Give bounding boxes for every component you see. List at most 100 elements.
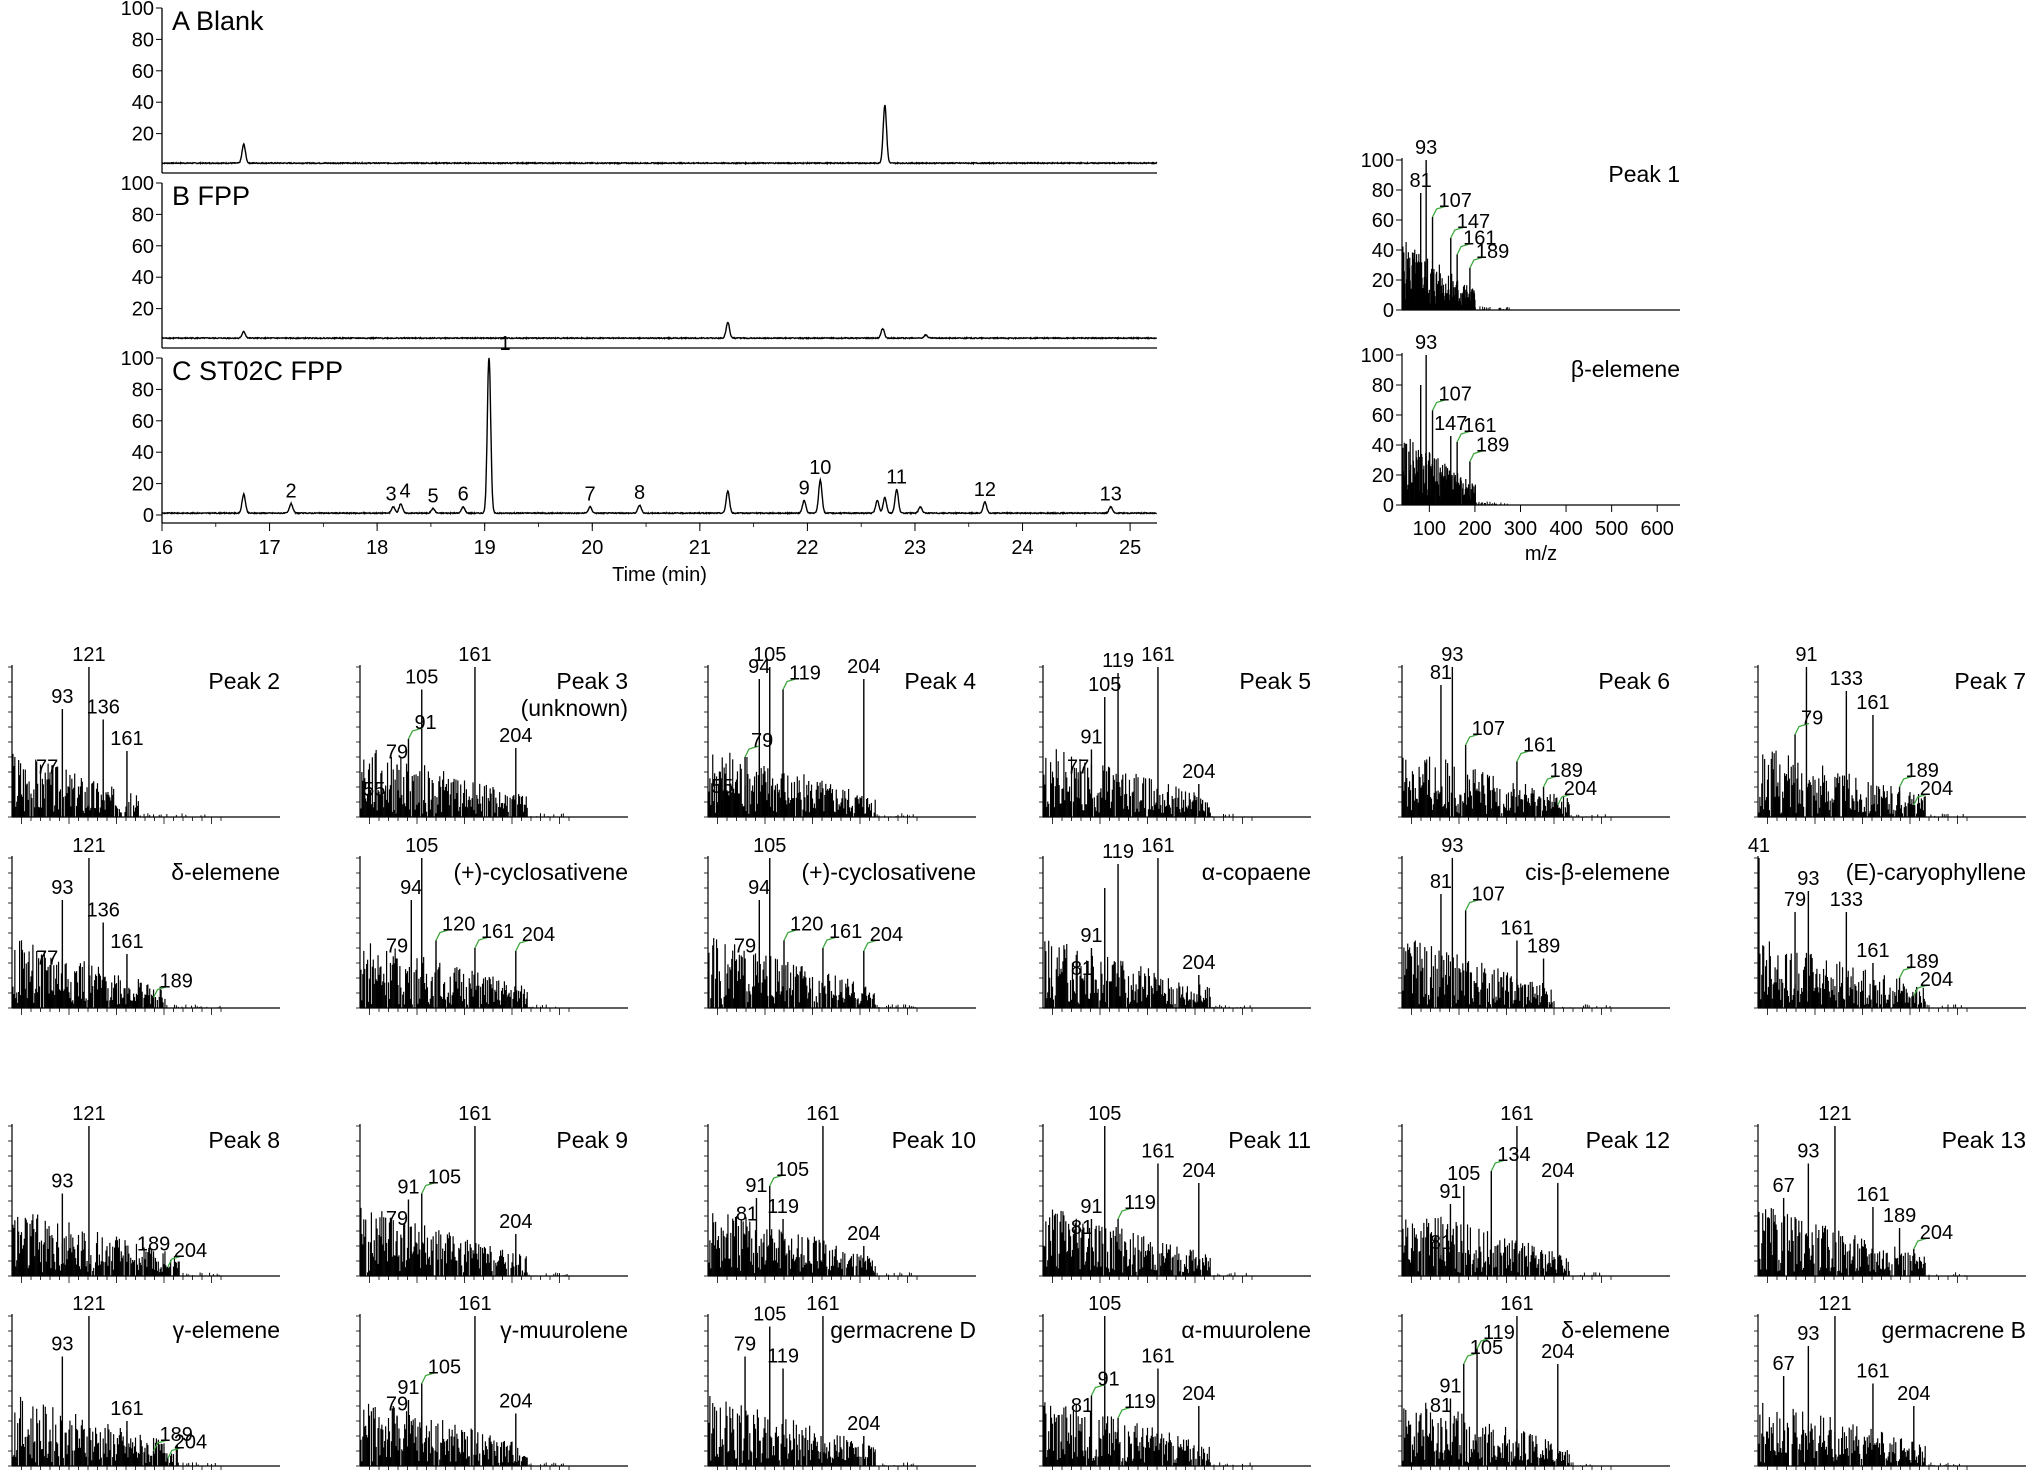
label-leader [1913,1237,1928,1250]
label-leader [1913,793,1928,806]
ion-label: 120 [442,914,475,936]
peak-label: 6 [458,484,469,506]
ion-label: 93 [1415,332,1437,354]
spectrum-title: δ-elemene [171,859,280,885]
label-leader [1913,984,1928,997]
spectrum-title: γ-elemene [173,1317,280,1343]
spectrum-title: Peak 7 [1954,668,2026,694]
ion-label: 105 [1447,1163,1480,1185]
peak-label: 3 [386,484,397,506]
y-tick-label: 100 [121,173,154,195]
ion-label: 189 [1527,936,1560,958]
label-leader [515,939,530,952]
peak-label: 9 [799,477,810,499]
ion-label: 81 [1071,1217,1093,1239]
ion-label: 79 [751,730,773,752]
peak-label: 2 [286,481,297,503]
ion-label: 133 [1830,668,1863,690]
ion-label: 94 [748,877,770,899]
ion-label: 79 [386,1208,408,1230]
ion-label: 91 [397,1377,419,1399]
ion-label: 55 [363,779,385,801]
ion-label: 107 [1472,718,1505,740]
spectrum-panel: 79 94 105 120 161 204 (+)-cyclosativene [356,835,628,1015]
y-tick-label: 20 [132,124,154,146]
spectrum-x-tick-label: 600 [1641,518,1674,540]
ion-label: 204 [1182,952,1215,974]
x-tick-label: 22 [796,537,818,559]
spectrum-title: β-elemene [1571,356,1680,382]
label-leader [152,985,168,998]
ion-label: 121 [72,644,105,666]
ion-label: 161 [1141,1141,1174,1163]
ion-label: 91 [1080,1196,1102,1218]
ion-label: 204 [847,656,880,678]
ion-label: 204 [1920,778,1953,800]
spectrum-x-tick-label: 100 [1413,518,1446,540]
ion-label: 93 [1441,644,1463,666]
ion-label: 204 [499,1391,532,1413]
ion-label: 119 [789,663,821,685]
label-leader [822,936,838,949]
ion-label: 105 [405,667,438,689]
ion-label: 161 [1141,835,1174,857]
spectrum-title: Peak 11 [1228,1127,1311,1153]
y-tick-label: 20 [132,474,154,496]
x-axis-label: Time (min) [612,564,707,586]
peak-label: 5 [428,485,439,507]
ion-label: 93 [1797,868,1819,890]
x-tick-label: 19 [474,537,496,559]
label-leader [1465,898,1480,911]
spectrum-title: Peak 5 [1239,668,1311,694]
label-leader [1557,793,1572,806]
y-tick-label: 20 [132,299,154,321]
label-leader [1794,722,1810,735]
ion-label: 81 [736,1204,758,1226]
ion-label: 133 [1830,889,1863,911]
peak-label: 8 [634,482,645,504]
chromatogram-panel: 20 40 60 80 100 B FPP [121,173,1157,349]
spectrum-x-tick-label: 200 [1458,518,1491,540]
ion-label: 41 [1748,835,1770,857]
label-leader [1431,398,1447,411]
peak-label: 11 [886,466,907,488]
label-leader [783,928,799,941]
ion-label: 55 [711,776,733,798]
ion-label: 107 [1439,384,1472,406]
spectrum-title: (+)-cyclosativene [454,859,628,885]
spectrum-panel: 79 91 105 161 204 Peak 9 [356,1103,628,1283]
ion-label: 121 [72,1103,105,1125]
spectrum-panel: 0 20 40 60 80 100 100 200 300 400 500 600 m/z 93 107 14… [1361,332,1680,565]
ion-label: 79 [1784,889,1806,911]
spectrum-panel: 79 94 105 120 161 204 (+)-cyclosativene [704,835,976,1015]
ion-label: 161 [829,921,862,943]
ion-label: 79 [386,936,408,958]
spectrum-subtitle: (unknown) [521,695,628,721]
ion-label: 119 [767,1196,799,1218]
spectrum-x-axis-label: m/z [1525,543,1557,565]
ion-label: 136 [87,697,120,719]
y-tick-label: 40 [132,92,154,114]
peak-label: 1 [499,333,510,355]
spectrum-title: α-copaene [1202,859,1311,885]
x-tick-label: 24 [1011,537,1033,559]
ion-label: 79 [386,1394,408,1416]
ion-label: 189 [1476,241,1509,263]
ion-label: 105 [1088,674,1121,696]
ion-label: 189 [1476,435,1509,457]
ion-label: 204 [847,1223,880,1245]
spectrum-x-tick-label: 300 [1504,518,1537,540]
ion-label: 105 [1088,1103,1121,1125]
spectrum-x-tick-label: 500 [1595,518,1628,540]
ion-label: 79 [1801,708,1823,730]
ion-label: 105 [753,644,786,666]
chromatogram-group: 20 40 60 80 100 A Blank 20 40 60 80 100 B FPP 0 20 40 6… [121,0,1158,586]
y-tick-label: 100 [121,0,154,20]
ion-label: 161 [458,1103,491,1125]
